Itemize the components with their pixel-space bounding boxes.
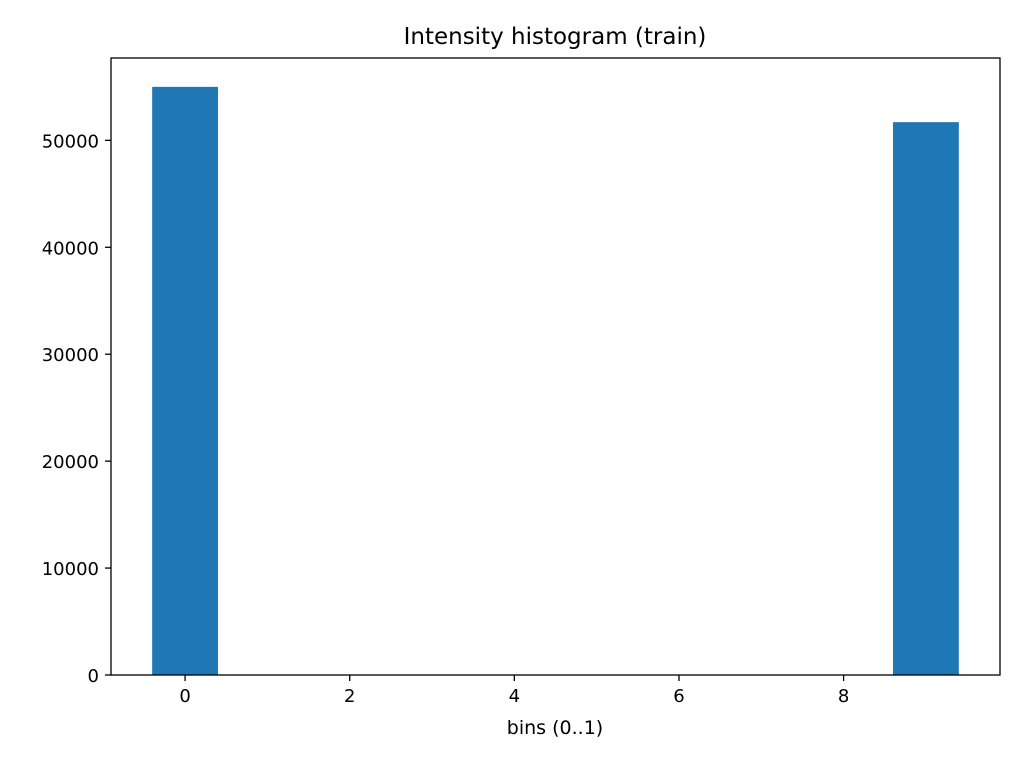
y-tick-label: 20000 (42, 452, 99, 473)
y-ticks-layer: 0 10000 20000 30000 40000 50000 (42, 131, 111, 687)
y-tick-label: 0 (88, 666, 99, 687)
x-axis-label: bins (0..1) (507, 717, 603, 739)
y-tick-label: 50000 (42, 131, 99, 152)
x-tick-label: 0 (179, 686, 190, 707)
histogram-bar (892, 122, 959, 676)
axes-layer (110, 57, 1001, 676)
bars-layer (152, 86, 959, 676)
x-tick-label: 2 (344, 686, 355, 707)
y-tick-label: 30000 (42, 345, 99, 366)
x-tick-label: 8 (838, 686, 849, 707)
chart-title: Intensity histogram (train) (404, 24, 707, 50)
x-tick-label: 6 (673, 686, 684, 707)
histogram-bar (152, 86, 219, 675)
y-tick-label: 10000 (42, 559, 99, 580)
x-ticks-layer: 0 2 4 6 8 (179, 675, 849, 707)
plot-frame (110, 57, 1001, 676)
x-tick-label: 4 (509, 686, 520, 707)
y-tick-label: 40000 (42, 238, 99, 259)
